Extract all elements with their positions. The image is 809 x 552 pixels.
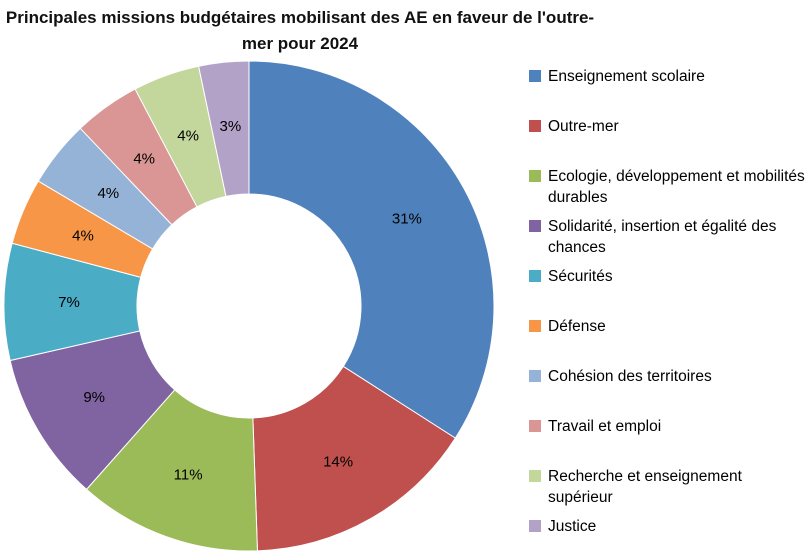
legend-item: Défense [529, 316, 805, 366]
legend-item: Recherche et enseignement supérieur [529, 466, 805, 516]
pie-slice [252, 365, 457, 552]
legend-item: Enseignement scolaire [529, 66, 805, 116]
pie-slice [85, 389, 258, 552]
legend-label: Cohésion des territoires [548, 368, 712, 385]
pie-slice [198, 60, 250, 197]
slice-percentage-label: 9% [83, 389, 105, 406]
legend-marker-icon [529, 170, 541, 182]
donut-chart: 31% 14% 11% 9% 7% 4% 4% 4% 4% 3% [3, 60, 495, 552]
legend-item: Ecologie, développement et mobilités dur… [529, 166, 805, 216]
legend-label: Ecologie, développement et mobilités dur… [548, 168, 805, 206]
slice-percentage-label: 4% [177, 128, 199, 145]
legend-marker-icon [529, 370, 541, 382]
slice-percentage-label: 14% [323, 453, 353, 470]
slice-percentage-label: 7% [58, 294, 80, 311]
legend-marker-icon [529, 120, 541, 132]
pie-slice [248, 60, 495, 439]
slice-percentage-label: 3% [220, 118, 242, 135]
chart-legend: Enseignement scolaire Outre-mer Ecologie, … [529, 66, 805, 552]
legend-item: Solidarité, insertion et égalité des cha… [529, 216, 805, 266]
legend-label: Travail et emploi [548, 418, 662, 435]
legend-marker-icon [529, 520, 541, 532]
legend-marker-icon [529, 470, 541, 482]
legend-item: Outre-mer [529, 116, 805, 166]
slice-percentage-label: 11% [174, 466, 203, 483]
slice-percentage-label: 31% [392, 211, 422, 228]
legend-item: Sécurités [529, 266, 805, 316]
legend-item: Cohésion des territoires [529, 366, 805, 416]
legend-marker-icon [529, 320, 541, 332]
legend-label: Défense [548, 318, 606, 335]
legend-label: Outre-mer [548, 118, 619, 135]
legend-marker-icon [529, 70, 541, 82]
legend-item: Justice [529, 516, 805, 552]
chart-title: Principales missions budgétaires mobilis… [5, 8, 595, 54]
legend-label: Enseignement scolaire [548, 68, 705, 85]
slice-percentage-label: 4% [133, 151, 155, 168]
legend-label: Justice [548, 518, 597, 535]
legend-item: Travail et emploi [529, 416, 805, 466]
slice-percentage-label: 4% [72, 227, 94, 244]
legend-label: Recherche et enseignement supérieur [548, 468, 742, 506]
legend-label: Solidarité, insertion et égalité des cha… [548, 218, 777, 256]
legend-marker-icon [529, 270, 541, 282]
legend-label: Sécurités [548, 268, 613, 285]
legend-marker-icon [529, 420, 541, 432]
slice-percentage-label: 4% [97, 185, 119, 202]
legend-marker-icon [529, 220, 541, 232]
